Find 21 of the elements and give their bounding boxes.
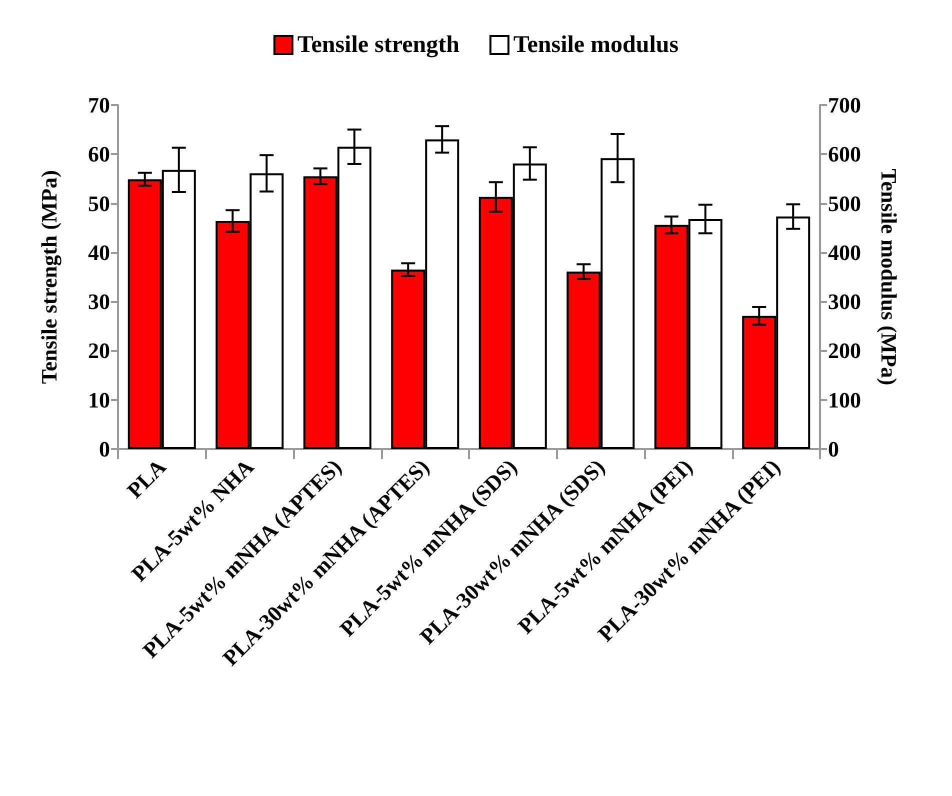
y2-tick-label: 0 <box>828 436 839 462</box>
y-tick-label: 50 <box>88 190 110 216</box>
y2-tick-label: 700 <box>828 92 861 118</box>
y2-tick-label: 200 <box>828 338 861 364</box>
x-tick-label: PLA <box>122 454 171 503</box>
legend-label: Tensile strength <box>297 32 460 58</box>
y-tick-label: 60 <box>88 142 110 167</box>
y-tick-label: 40 <box>88 240 110 265</box>
y2-tick-label: 400 <box>828 240 861 265</box>
y-tick-label: 70 <box>88 92 110 118</box>
y-tick-label: 10 <box>88 387 110 412</box>
y-axis-title: Tensile strength (MPa) <box>36 170 62 384</box>
legend-label: Tensile modulus <box>513 32 679 58</box>
y2-tick-label: 100 <box>828 387 861 412</box>
y2-axis-title: Tensile modulus (MPa) <box>876 168 902 386</box>
y2-tick-label: 500 <box>828 190 861 216</box>
y-tick-label: 30 <box>88 289 110 314</box>
y-tick-label: 20 <box>88 338 110 364</box>
y2-tick-label: 300 <box>828 289 861 314</box>
y2-tick-label: 600 <box>828 142 861 167</box>
y-tick-label: 0 <box>99 436 110 462</box>
